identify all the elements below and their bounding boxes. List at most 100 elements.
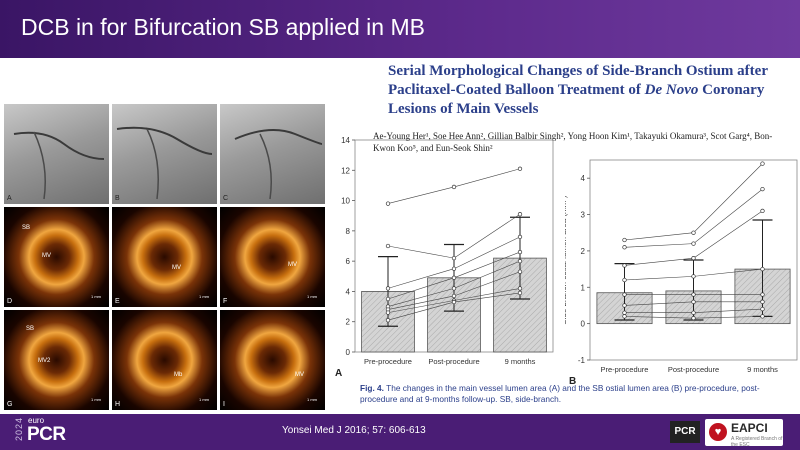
data-point: [760, 292, 765, 297]
y-tick-label: 1: [581, 283, 586, 292]
caption-text: The changes in the main vessel lumen are…: [360, 383, 760, 404]
panel-letter: B: [569, 376, 576, 387]
panel-label: E: [115, 298, 120, 305]
y-tick-label: 0: [346, 348, 351, 357]
panel-letter: A: [335, 368, 342, 379]
oct-panel-i: MV 1 mm I: [220, 310, 325, 410]
y-tick-label: 0: [581, 320, 586, 329]
eapci-label: EAPCI: [731, 421, 768, 435]
scale-bar-label: 1 mm: [91, 294, 101, 299]
data-point: [385, 296, 391, 302]
data-point: [385, 243, 391, 249]
data-point: [622, 303, 627, 308]
angiogram-panel-a: A: [4, 104, 109, 204]
scale-bar-label: 1 mm: [307, 397, 317, 402]
data-point: [691, 316, 696, 321]
patient-line: [624, 188, 763, 248]
data-point: [691, 230, 696, 235]
data-point: [385, 286, 391, 291]
footer-bar: [0, 414, 800, 450]
x-tick-label: Pre-procedure: [364, 357, 412, 366]
data-point: [385, 318, 391, 323]
scale-bar-label: 1 mm: [91, 397, 101, 402]
data-point: [451, 266, 457, 271]
paper-title-part1: Serial Morphological Changes of Side-Bra…: [388, 63, 768, 98]
chart-a: 02468101214Main-vessel mean lumen area (…: [335, 136, 554, 379]
data-point: [517, 166, 523, 171]
figure-charts: 02468101214Main-vessel mean lumen area (…: [333, 128, 800, 390]
oct-annotation: MV: [288, 262, 297, 268]
paper-title-part2: Coronary Lesions of Main Vessels: [388, 82, 765, 117]
paper-authors: Ae-Young Her¹, Soe Hee Ann², Gillian Bal…: [373, 131, 773, 153]
data-point: [691, 241, 696, 246]
oct-panel-d: SB MV 1 mm D: [4, 207, 109, 307]
oct-annotation: MV: [295, 372, 304, 378]
panel-label: A: [7, 195, 12, 202]
data-point: [760, 208, 765, 214]
panel-label: G: [7, 401, 13, 408]
data-point: [517, 290, 523, 296]
oct-annotation: SB: [26, 326, 35, 332]
data-point: [622, 314, 627, 319]
data-point: [622, 245, 627, 250]
data-point: [760, 299, 765, 304]
data-point: [451, 286, 457, 291]
data-point: [451, 293, 457, 299]
heart-icon: ♥: [709, 423, 727, 441]
caption-prefix: Fig. 4.: [360, 383, 384, 393]
scale-bar-label: 1 mm: [199, 397, 209, 402]
data-point: [451, 255, 457, 261]
europcr-logo-year: 2024: [14, 417, 24, 442]
scale-bar-label: 1 mm: [199, 294, 209, 299]
data-point: [517, 269, 523, 274]
y-tick-label: 4: [346, 287, 351, 296]
panel-label: C: [223, 195, 229, 202]
header-bar: DCB in for Bifurcation SB applied in MB: [0, 0, 800, 58]
europcr-logo: PCR: [27, 424, 66, 445]
x-tick-label: Pre-procedure: [601, 365, 649, 374]
data-point: [760, 161, 765, 166]
data-point: [517, 212, 523, 217]
data-point: [622, 263, 627, 268]
data-point: [517, 234, 523, 240]
oct-annotation: MV: [42, 253, 51, 259]
angiogram-panel-b: B: [112, 104, 217, 204]
europcr-logo-euro: euro: [28, 416, 45, 425]
data-point: [691, 292, 696, 297]
panel-label: F: [223, 298, 228, 305]
x-tick-label: 9 months: [747, 365, 778, 374]
oct-annotation: SB: [22, 225, 31, 231]
data-point: [622, 237, 627, 243]
data-point: [691, 299, 696, 304]
y-tick-label: 14: [341, 136, 350, 145]
oct-panel-h: Mb 1 mm H: [112, 310, 217, 410]
data-point: [385, 310, 391, 315]
patient-line: [624, 163, 763, 241]
chart-b: -1 0 1 2 3 4 Side branch ostial lumen area (mm…: [565, 159, 798, 387]
paper-title: Serial Morphological Changes of Side-Bra…: [388, 62, 800, 119]
eapci-badge-logo: ♥ EAPCI A Registered Branch of the ESC: [705, 419, 783, 448]
journal-citation: Yonsei Med J 2016; 57: 606-613: [282, 425, 426, 436]
y-tick-label: 6: [346, 257, 351, 266]
paper-title-italic: De Novo: [644, 82, 699, 98]
x-tick-label: Post-procedure: [428, 357, 479, 366]
data-point: [691, 310, 696, 315]
data-point: [760, 266, 765, 272]
y-tick-label: 4: [581, 174, 586, 183]
data-point: [760, 306, 765, 312]
data-point: [451, 184, 457, 190]
data-point: [622, 310, 627, 315]
plot-frame: [589, 159, 798, 361]
data-point: [622, 277, 627, 283]
y-tick-label: -1: [578, 356, 586, 365]
slide-title: DCB in for Bifurcation SB applied in MB: [21, 14, 425, 40]
y-axis-label: Side branch ostial lumen area (mm²): [565, 195, 568, 325]
data-point: [760, 186, 765, 192]
data-point: [691, 274, 696, 279]
x-tick-label: Post-procedure: [668, 365, 719, 374]
panel-label: I: [223, 401, 225, 408]
oct-annotation: MV: [172, 265, 181, 271]
oct-panel-g: SB MV2 1 mm G: [4, 310, 109, 410]
x-tick-label: 9 months: [505, 357, 536, 366]
data-point: [622, 292, 627, 297]
